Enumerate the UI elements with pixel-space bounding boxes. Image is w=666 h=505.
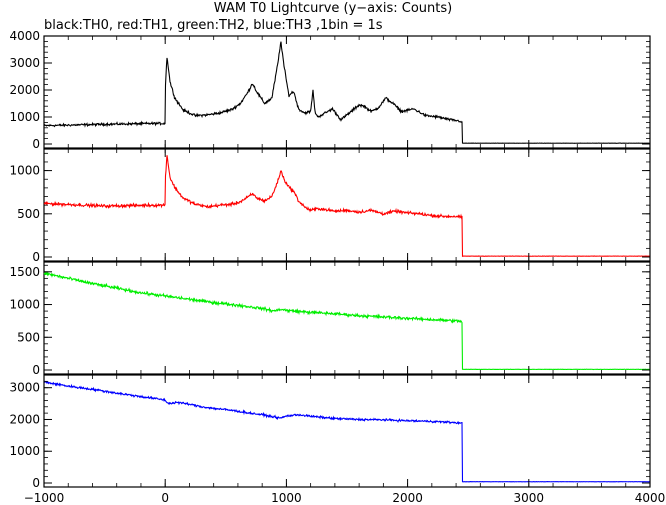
y-tick-label: 0 (32, 137, 40, 151)
y-tick-label: 1000 (9, 444, 40, 458)
panels-group: 0100020003000400005001000050010001500010… (9, 29, 651, 490)
x-tick-label: 2000 (392, 491, 423, 505)
series-line-th2 (43, 271, 651, 371)
y-tick-label: 2000 (9, 83, 40, 97)
y-tick-label: 2000 (9, 412, 40, 426)
panel-frame (43, 261, 651, 375)
x-axis: −1000 0 1000 2000 3000 4000 (24, 491, 666, 505)
panel-th1: 0 500 1000 (9, 148, 651, 264)
series-line-th3 (43, 380, 651, 483)
x-tick-label: 0 (161, 491, 169, 505)
y-tick-label: 500 (17, 330, 40, 344)
y-tick-label: 1500 (9, 265, 40, 279)
y-tick-label: 1000 (9, 298, 40, 312)
chart-legend-subtitle: black:TH0, red:TH1, green:TH2, blue:TH3 … (44, 18, 383, 33)
panel-frame (43, 35, 651, 149)
series-line-th0 (43, 41, 651, 144)
y-tick-label: 1000 (9, 164, 40, 178)
x-tick-label: 4000 (635, 491, 666, 505)
y-tick-label: 1000 (9, 110, 40, 124)
y-tick-label: 3000 (9, 381, 40, 395)
y-tick-label: 4000 (9, 29, 40, 43)
x-tick-label: −1000 (24, 491, 65, 505)
y-tick-label: 0 (32, 363, 40, 377)
panel-th3: 0 1000 2000 3000 (9, 374, 651, 490)
series-line-th1 (43, 155, 651, 258)
y-tick-label: 500 (17, 207, 40, 221)
panel-th0: 0 1000 2000 3000 4000 (9, 29, 651, 151)
panel-th2: 0 500 1000 1500 (9, 261, 651, 377)
y-tick-label: 0 (32, 250, 40, 264)
x-tick-label: 3000 (514, 491, 545, 505)
chart-title: WAM T0 Lightcurve (y−axis: Counts) (214, 1, 452, 16)
y-tick-label: 0 (32, 476, 40, 490)
y-tick-label: 3000 (9, 56, 40, 70)
panel-frame (43, 374, 651, 488)
x-tick-label: 1000 (271, 491, 302, 505)
